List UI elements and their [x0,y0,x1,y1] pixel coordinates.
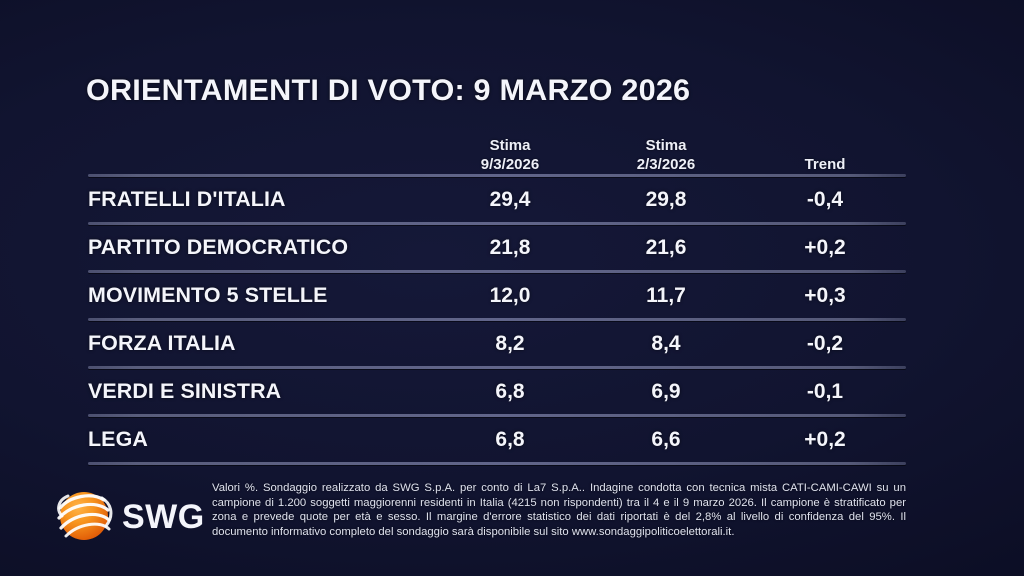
trend-value: +0,3 [804,283,846,307]
party-name: LEGA [88,427,148,451]
column-header-estimate-current-line2: 9/3/2026 [480,155,540,173]
column-header-trend: Trend [804,155,846,173]
table-row: VERDI E SINISTRA 6,8 6,9 -0,1 [88,369,906,414]
row-separator [88,414,906,417]
column-header-estimate-current: Stima 9/3/2026 [432,137,588,174]
orange-globe-icon [57,492,113,540]
estimate-current-value: 29,4 [489,187,531,211]
swg-wordmark: SWG [122,498,205,536]
column-header-estimate-current-line1: Stima [489,137,531,155]
page-title: ORIENTAMENTI DI VOTO: 9 MARZO 2026 [86,74,691,107]
estimate-current-value: 6,8 [495,427,525,451]
table-row: FRATELLI D'ITALIA 29,4 29,8 -0,4 [88,177,906,222]
column-header-estimate-previous: Stima 2/3/2026 [588,137,744,174]
estimate-previous-value: 11,7 [646,283,686,307]
party-name: VERDI E SINISTRA [88,379,282,403]
party-name: MOVIMENTO 5 STELLE [88,283,328,307]
table-row: LEGA 6,8 6,6 +0,2 [88,417,906,462]
estimate-previous-value: 6,6 [651,427,681,451]
trend-value: +0,2 [804,235,846,259]
estimate-current-value: 12,0 [489,283,531,307]
estimate-previous-value: 21,6 [645,235,687,259]
estimate-previous-value: 8,4 [651,331,681,355]
estimate-current-value: 6,8 [495,379,525,403]
trend-value: +0,2 [804,427,846,451]
row-separator [88,270,906,273]
column-header-estimate-previous-line2: 2/3/2026 [636,155,696,173]
trend-value: -0,4 [806,187,844,211]
row-separator [88,318,906,321]
row-separator [88,462,906,465]
estimate-previous-value: 6,9 [651,379,681,403]
table-header-row: Stima 9/3/2026 Stima 2/3/2026 Trend [88,126,906,174]
swg-logo-svg: SWG [57,492,205,540]
methodology-note: Valori %. Sondaggio realizzato da SWG S.… [212,482,906,538]
table-row: MOVIMENTO 5 STELLE 12,0 11,7 +0,3 [88,273,906,318]
trend-value: -0,2 [806,331,844,355]
swg-logo: SWG [46,482,206,548]
table-row: FORZA ITALIA 8,2 8,4 -0,2 [88,321,906,366]
row-separator [88,174,906,177]
party-name: PARTITO DEMOCRATICO [88,235,349,259]
estimate-current-value: 8,2 [495,331,525,355]
row-separator [88,366,906,369]
slide-footer: SWG Valori %. Sondaggio realizzato da SW… [0,476,1024,576]
estimate-previous-value: 29,8 [645,187,687,211]
column-header-estimate-previous-line1: Stima [645,137,687,155]
estimate-current-value: 21,8 [489,235,531,259]
table-body: FRATELLI D'ITALIA 29,4 29,8 -0,4 PARTITO DEM… [88,174,906,465]
party-name: FORZA ITALIA [88,331,236,355]
party-name: FRATELLI D'ITALIA [88,187,286,211]
row-separator [88,222,906,225]
poll-table: Stima 9/3/2026 Stima 2/3/2026 Trend FRAT… [88,126,906,465]
trend-value: -0,1 [806,379,844,403]
table-row: PARTITO DEMOCRATICO 21,8 21,6 +0,2 [88,225,906,270]
